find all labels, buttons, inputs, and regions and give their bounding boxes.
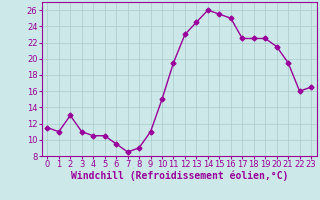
X-axis label: Windchill (Refroidissement éolien,°C): Windchill (Refroidissement éolien,°C) [70, 171, 288, 181]
